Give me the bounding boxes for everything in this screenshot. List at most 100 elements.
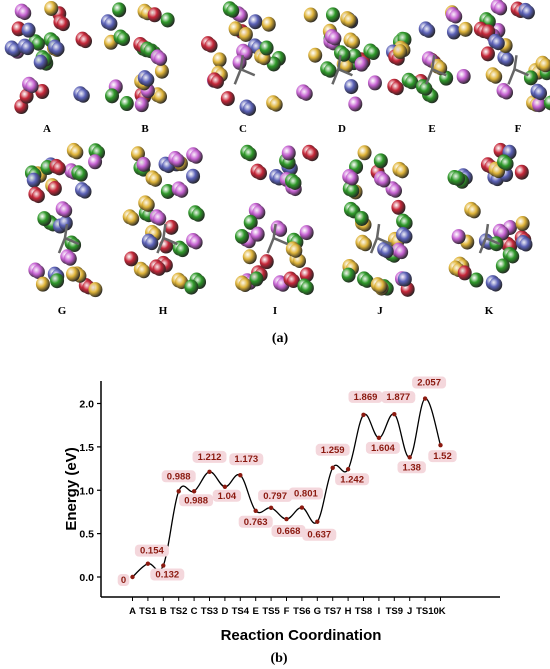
data-label-text: 1.259 <box>321 445 345 456</box>
atom <box>145 236 159 251</box>
structure-G <box>24 142 106 298</box>
x-tick-label: TS3 <box>201 606 218 617</box>
x-tick-label: TS1 <box>139 606 157 617</box>
atom <box>243 147 257 162</box>
adsorbate-bonds <box>233 55 256 85</box>
atom <box>154 51 168 66</box>
atom <box>299 86 313 101</box>
data-label: 1.604 <box>365 441 400 454</box>
panel-b-caption: (b) <box>270 651 287 666</box>
data-label-text: 0.154 <box>140 546 164 557</box>
data-label-text: 0 <box>121 575 126 586</box>
data-label: 0.988 <box>161 470 196 483</box>
data-label-background <box>335 473 370 486</box>
adsorbate-bonds <box>266 223 289 254</box>
atom <box>153 211 167 226</box>
x-tick-label: G <box>314 606 321 617</box>
data-label-background <box>302 528 337 541</box>
adsorbate-bonds <box>478 223 501 254</box>
data-label-background <box>229 453 264 466</box>
atom <box>232 54 247 70</box>
data-label-text: 0.988 <box>184 495 208 506</box>
atom <box>259 40 274 56</box>
data-point <box>176 489 181 494</box>
atom <box>348 96 363 112</box>
atom <box>303 7 318 23</box>
atom <box>248 14 263 30</box>
atom <box>480 46 495 62</box>
y-tick-label: 0.0 <box>79 572 94 584</box>
data-label-text: 0.132 <box>155 570 179 581</box>
atom <box>500 52 514 67</box>
atom <box>360 273 374 288</box>
atom <box>59 203 73 218</box>
structure-label-H: H <box>159 305 168 317</box>
atom <box>495 258 510 274</box>
data-point <box>345 467 351 472</box>
atom <box>21 22 36 38</box>
atom <box>289 243 303 258</box>
data-label-text: 0.637 <box>307 530 331 541</box>
atom <box>405 75 419 90</box>
data-label-text: 1.38 <box>402 462 421 473</box>
data-label-background <box>348 390 383 403</box>
atom <box>489 69 503 84</box>
atom <box>31 265 45 280</box>
data-label-text: 1.212 <box>198 452 222 463</box>
atom <box>308 47 323 63</box>
data-label-background <box>117 574 130 586</box>
data-point <box>145 561 151 566</box>
y-axis-title: Energy (eV) <box>63 447 80 530</box>
atom <box>220 91 235 107</box>
atom <box>523 70 538 86</box>
data-label: 1.877 <box>381 391 416 404</box>
x-tick-label: TS7 <box>324 606 341 617</box>
y-ticks: 0.0 0.5 1.0 1.5 2.0 <box>79 399 101 584</box>
data-label-background <box>381 391 416 404</box>
data-label: 0.763 <box>238 515 273 528</box>
adsorbate-bonds <box>57 223 80 254</box>
data-label: 1.259 <box>315 443 350 456</box>
adsorbate-bonds <box>331 55 353 85</box>
atom <box>395 164 409 179</box>
atom <box>286 273 300 288</box>
atom <box>539 58 550 73</box>
data-label: 0.801 <box>288 487 323 500</box>
structure-K <box>447 142 533 292</box>
data-point <box>330 465 335 470</box>
data-label-text: 1.242 <box>340 474 364 485</box>
structure-I <box>234 144 319 295</box>
structure-E <box>386 5 473 104</box>
atom <box>250 226 265 242</box>
atom <box>26 172 41 188</box>
atom <box>171 153 185 168</box>
data-label-text: 0.668 <box>277 526 301 537</box>
atom <box>340 59 354 74</box>
atom <box>184 279 199 295</box>
atom <box>154 63 169 79</box>
atom <box>105 88 120 104</box>
data-points <box>130 396 443 580</box>
x-tick-label: TS10K <box>416 606 446 617</box>
atom <box>514 164 529 180</box>
structure-label-D: D <box>338 123 346 135</box>
data-label-background <box>161 470 196 483</box>
data-label: 0 <box>117 574 130 586</box>
atom <box>175 183 189 198</box>
structure-label-K: K <box>485 305 494 317</box>
atom <box>399 229 413 244</box>
structure-F <box>473 0 550 113</box>
atom <box>341 267 356 283</box>
atom <box>259 254 274 270</box>
atom <box>50 273 65 289</box>
structure-J <box>341 145 415 297</box>
x-tick-label: D <box>221 606 228 617</box>
data-label-text: 1.173 <box>234 454 258 465</box>
atom <box>35 84 50 100</box>
atom <box>500 156 514 171</box>
atom <box>25 79 39 94</box>
atom <box>160 183 175 199</box>
atom <box>281 145 296 161</box>
x-tick-label: I <box>378 606 381 617</box>
